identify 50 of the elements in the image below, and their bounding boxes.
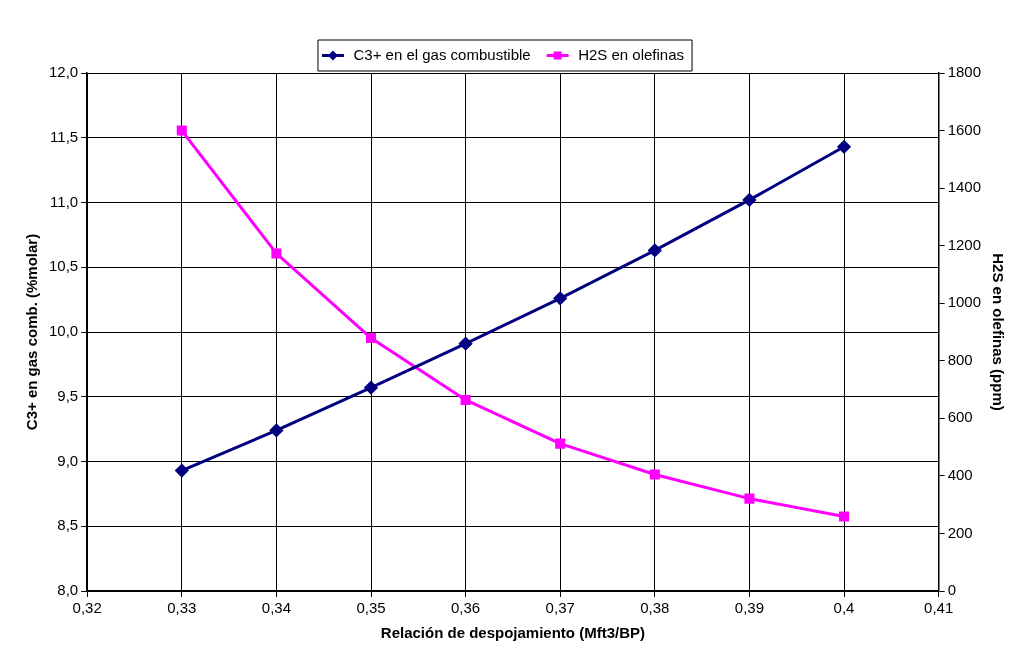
x-tick-label: 0,4 (833, 599, 855, 617)
x-tick-label: 0,37 (545, 599, 575, 617)
point (649, 469, 660, 480)
y-tick-label: 12,0 (48, 63, 79, 81)
point (271, 248, 282, 259)
point (555, 438, 566, 449)
point (838, 511, 850, 522)
y2-tick-label: 800 (947, 350, 973, 368)
x-tick-label: 0,34 (261, 599, 291, 617)
x-tick-label: 0,36 (451, 599, 481, 617)
x-tick-label: 0,39 (734, 599, 765, 617)
y2-axis-title: H2S en olefinas (ppm) (989, 253, 1007, 411)
y2-tick-label: 0 (947, 581, 956, 599)
y2-tick-label: 1400 (947, 178, 982, 196)
y2-tick-label: 200 (947, 523, 973, 541)
point (269, 423, 283, 437)
legend-label: C3+ en el gas combustible (353, 45, 531, 63)
x-tick-label: 0,32 (72, 599, 102, 617)
point (553, 291, 567, 305)
point (365, 333, 377, 344)
y-tick-label: 8,5 (57, 516, 79, 534)
y2-tick-label: 1200 (947, 235, 982, 253)
y2-tick-label: 600 (947, 408, 973, 426)
x-tick-label: 0,33 (167, 599, 197, 617)
y-tick-label: 9,5 (57, 386, 79, 404)
point (364, 381, 378, 395)
y-axis-title: C3+ en gas comb. (%molar) (23, 233, 41, 431)
y-tick-label: 9,0 (57, 451, 79, 469)
y2-tick-label: 1800 (947, 63, 982, 81)
y2-tick-label: 1600 (947, 120, 982, 138)
y2-tick-label: 400 (947, 466, 973, 484)
point (459, 337, 473, 351)
point (460, 394, 471, 405)
point (175, 464, 189, 478)
y-tick-label: 11,0 (50, 192, 79, 210)
legend-label: H2S en olefinas (578, 45, 685, 63)
y-tick-label: 11,5 (50, 127, 79, 145)
point (837, 140, 851, 154)
x-tick-label: 0,38 (640, 599, 670, 617)
y-tick-label: 10,5 (48, 257, 79, 275)
y-tick-label: 10,0 (48, 322, 79, 340)
x-tick-label: 0,35 (356, 599, 386, 617)
point (744, 493, 755, 504)
x-tick-label: 0,41 (924, 599, 954, 617)
point (742, 193, 756, 207)
point (648, 243, 662, 257)
y2-tick-label: 1000 (947, 293, 982, 311)
x-axis-title: Relación de despojamiento (Mft3/BP) (380, 624, 646, 642)
y-tick-label: 8,0 (57, 581, 79, 599)
point (176, 125, 187, 136)
